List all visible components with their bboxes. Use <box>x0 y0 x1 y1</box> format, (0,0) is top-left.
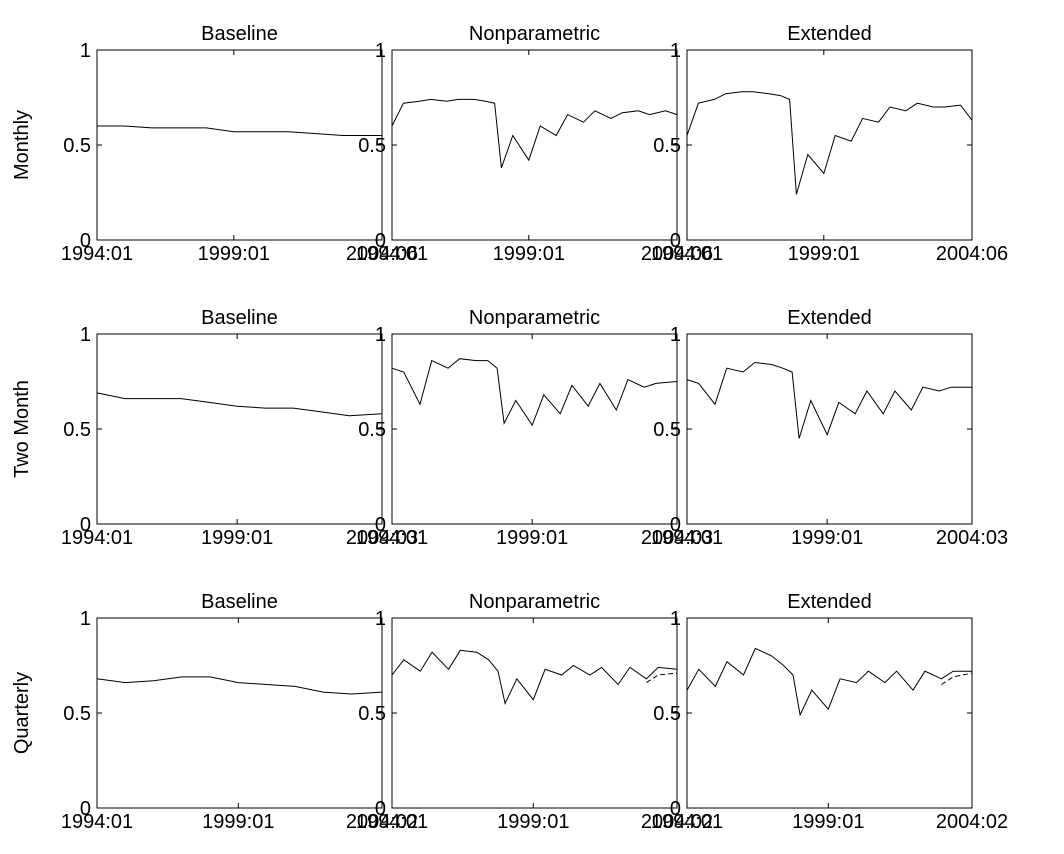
y-tick-label: 0 <box>80 230 91 252</box>
y-tick-label: 1 <box>375 324 386 346</box>
y-axis-label: Monthly <box>11 110 33 180</box>
x-tick-label: 2004:03 <box>641 527 713 549</box>
y-tick-label: 0.5 <box>653 703 681 725</box>
series-line-solid-0 <box>96 676 383 695</box>
y-tick-label: 0 <box>375 798 386 820</box>
y-tick-label: 1 <box>80 40 91 62</box>
chart-title: Baseline <box>201 307 278 329</box>
series-line-dashed-1 <box>646 672 678 684</box>
series-line-solid-0 <box>96 392 383 417</box>
y-tick-label: 0.5 <box>653 419 681 441</box>
x-tick-label: 2004:02 <box>936 811 1008 833</box>
chart-monthly-nonparametric: Nonparametric 0 0.5 1 1994:01 1999:01 2004:06 <box>356 23 713 265</box>
chart-two-month-nonparametric: Nonparametric 0 0.5 1 1994:01 1999:01 2004:03 <box>356 307 713 549</box>
x-tick-label: 2004:06 <box>346 243 418 265</box>
y-tick-label: 1 <box>670 324 681 346</box>
y-tick-label: 1 <box>670 608 681 630</box>
x-tick-label: 1999:01 <box>202 811 274 833</box>
y-axis-label: Quarterly <box>11 672 33 754</box>
x-tick-label: 1999:01 <box>788 243 860 265</box>
x-tick-label: 2004:06 <box>936 243 1008 265</box>
y-tick-label: 0 <box>375 514 386 536</box>
series-line-solid-0 <box>391 358 678 427</box>
y-tick-label: 1 <box>670 40 681 62</box>
y-tick-label: 0 <box>670 514 681 536</box>
axes-frame <box>96 617 383 809</box>
chart-title: Extended <box>787 307 872 329</box>
x-tick-label: 2004:02 <box>641 811 713 833</box>
x-tick-label: 1999:01 <box>791 527 863 549</box>
y-tick-label: 1 <box>375 40 386 62</box>
x-tick-label: 2004:03 <box>346 527 418 549</box>
x-tick-label: 1994:01 <box>61 527 133 549</box>
y-tick-label: 0.5 <box>358 703 386 725</box>
axes-frame <box>391 617 678 809</box>
x-tick-label: 1999:01 <box>493 243 565 265</box>
y-tick-label: 0.5 <box>63 419 91 441</box>
chart-title: Extended <box>787 591 872 613</box>
axes-frame <box>686 49 973 241</box>
axes-frame <box>391 49 678 241</box>
chart-title: Extended <box>787 23 872 45</box>
chart-quarterly-extended: Extended 0 0.5 1 1994:01 1999:01 2004:02 <box>651 591 1008 833</box>
y-tick-label: 0 <box>670 230 681 252</box>
y-axis-label: Two Month <box>11 380 33 478</box>
chart-title: Nonparametric <box>469 591 600 613</box>
chart-two-month-extended: Extended 0 0.5 1 1994:01 1999:01 2004:03 <box>651 307 1008 549</box>
chart-title: Nonparametric <box>469 23 600 45</box>
chart-title: Baseline <box>201 591 278 613</box>
axes-frame <box>96 333 383 525</box>
series-line-solid-0 <box>97 125 382 136</box>
x-tick-label: 2004:06 <box>641 243 713 265</box>
y-tick-label: 1 <box>375 608 386 630</box>
axes-frame <box>96 49 383 241</box>
chart-title: Nonparametric <box>469 307 600 329</box>
series-line-solid-0 <box>686 361 972 439</box>
series-line-solid-0 <box>391 649 678 706</box>
x-tick-label: 1994:01 <box>356 811 428 833</box>
axes-frame <box>686 617 973 809</box>
series-line-solid-0 <box>686 647 972 717</box>
x-tick-label: 1999:01 <box>792 811 864 833</box>
x-tick-label: 1994:01 <box>61 811 133 833</box>
x-tick-label: 1999:01 <box>497 811 569 833</box>
y-tick-label: 0.5 <box>358 135 386 157</box>
chart-quarterly-nonparametric: Nonparametric 0 0.5 1 1994:01 1999:01 2004:02 <box>356 591 713 833</box>
series-line-solid-0 <box>391 98 678 168</box>
x-tick-label: 1994:01 <box>61 243 133 265</box>
y-tick-label: 1 <box>80 324 91 346</box>
y-tick-label: 0.5 <box>358 419 386 441</box>
y-tick-label: 0.5 <box>63 703 91 725</box>
x-tick-label: 1999:01 <box>198 243 270 265</box>
x-tick-label: 2004:03 <box>936 527 1008 549</box>
chart-quarterly-baseline: Baseline Quarterly 0 0.5 1 1994:01 1999:01 2004… <box>11 591 418 833</box>
chart-title: Baseline <box>201 23 278 45</box>
x-tick-label: 1994:01 <box>356 243 428 265</box>
series-line-dashed-1 <box>941 672 973 685</box>
x-tick-label: 1999:01 <box>201 527 273 549</box>
x-tick-label: 1994:01 <box>651 527 723 549</box>
y-tick-label: 0.5 <box>63 135 91 157</box>
x-tick-label: 1999:01 <box>496 527 568 549</box>
chart-monthly-baseline: Baseline Monthly 0 0.5 1 1994:01 1999:01 2004:0… <box>11 23 418 265</box>
x-tick-label: 1994:01 <box>651 811 723 833</box>
y-tick-label: 0 <box>375 230 386 252</box>
x-tick-label: 1994:01 <box>651 243 723 265</box>
series-line-solid-0 <box>686 91 973 195</box>
y-tick-label: 0 <box>80 514 91 536</box>
y-tick-label: 0 <box>670 798 681 820</box>
y-tick-label: 0.5 <box>653 135 681 157</box>
chart-two-month-baseline: Baseline Two Month 0 0.5 1 1994:01 1999:01 2004… <box>11 307 418 549</box>
x-tick-label: 1994:01 <box>356 527 428 549</box>
y-tick-label: 1 <box>80 608 91 630</box>
x-tick-label: 2004:02 <box>346 811 418 833</box>
y-tick-label: 0 <box>80 798 91 820</box>
chart-monthly-extended: Extended 0 0.5 1 1994:01 1999:01 2004:06 <box>651 23 1008 265</box>
